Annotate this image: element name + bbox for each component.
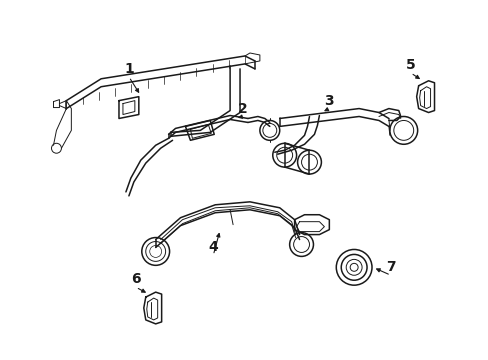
Text: 3: 3 xyxy=(324,94,333,108)
Text: 2: 2 xyxy=(238,102,247,116)
Text: 7: 7 xyxy=(385,260,395,274)
Text: 5: 5 xyxy=(405,58,415,72)
Text: 6: 6 xyxy=(131,272,141,286)
Text: 1: 1 xyxy=(124,62,134,76)
Text: 4: 4 xyxy=(208,240,218,255)
